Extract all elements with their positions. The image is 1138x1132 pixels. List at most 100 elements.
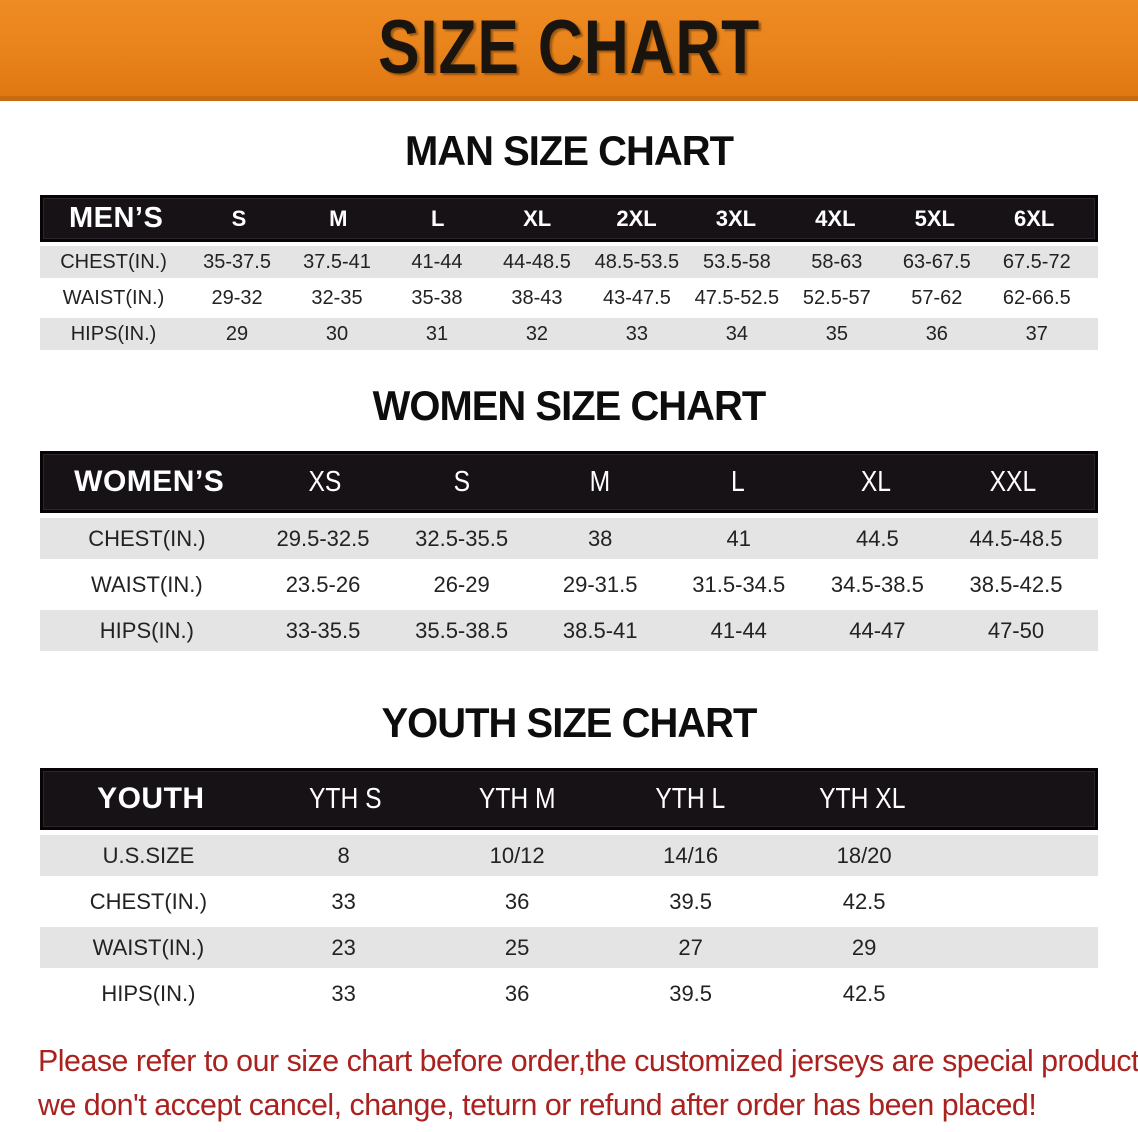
youth-table-title: YOUTH [97,782,205,815]
measure-row-label: WAIST(IN.) [62,286,165,309]
size-value-cell: 33 [625,322,649,345]
size-column-header: 3XL [715,205,757,231]
womens-size-table: WOMEN’S XS S M L XL XXL CHEST(IN.) 29.5-… [40,451,1098,651]
table-row-chest: CHEST(IN.) 35-37.5 37.5-41 41-44 44-48.5… [40,246,1098,278]
size-column-header: L [431,205,445,231]
size-value-cell: 31 [425,322,449,345]
man-size-chart-heading: MAN SIZE CHART [404,127,734,174]
size-value-cell: 14/16 [663,842,719,868]
size-value-cell: 25 [504,934,530,960]
size-value-cell: 67.5-72 [1002,250,1071,273]
mens-size-table: MEN’S S M L XL 2XL 3XL 4XL 5XL 6XL CHEST… [40,195,1098,350]
measure-row-label: WAIST(IN.) [92,934,205,960]
size-column-header: S [231,205,247,231]
table-row-waist: WAIST(IN.) 23.5-26 26-29 29-31.5 31.5-34… [40,564,1098,605]
notice-line-1: Please refer to our size chart before or… [38,1043,1138,1078]
size-value-cell: 37.5-41 [303,250,371,273]
measure-row-label: HIPS(IN.) [99,617,194,643]
size-value-cell: 26-29 [433,571,490,597]
measure-row-label: U.S.SIZE [102,842,195,868]
size-value-cell: 34.5-38.5 [830,571,924,597]
size-value-cell: 35.5-38.5 [415,617,509,643]
size-value-cell: 44-47 [849,617,906,643]
size-value-cell: 33-35.5 [285,617,361,643]
size-column-header: XL [860,465,891,498]
size-value-cell: 47.5-52.5 [694,286,780,309]
size-value-cell: 39.5 [669,888,713,914]
size-value-cell: 32.5-35.5 [415,525,509,551]
size-value-cell: 31.5-34.5 [692,571,786,597]
size-value-cell: 48.5-53.5 [594,250,680,273]
size-value-cell: 18/20 [836,842,892,868]
size-value-cell: 23.5-26 [285,571,361,597]
youth-size-table: YOUTH YTH S YTH M YTH L YTH XL U.S.SIZE … [40,768,1098,1014]
size-value-cell: 44.5 [855,525,899,551]
measure-row-label: CHEST(IN.) [88,525,206,551]
table-row-us-size: U.S.SIZE 8 10/12 14/16 18/20 [40,835,1098,876]
size-value-cell: 35-38 [411,286,463,309]
size-column-header: L [730,465,745,498]
youth-size-chart-heading: YOUTH SIZE CHART [381,699,758,746]
size-value-cell: 32 [525,322,549,345]
table-row-chest: CHEST(IN.) 33 36 39.5 42.5 [40,881,1098,922]
measure-row-label: CHEST(IN.) [60,250,167,273]
size-column-header: S [453,465,471,498]
size-value-cell: 29 [225,322,249,345]
size-value-cell: 42.5 [842,888,886,914]
banner: SIZE CHART [0,0,1138,101]
size-value-cell: 35-37.5 [203,250,271,273]
size-value-cell: 38.5-41 [562,617,638,643]
size-value-cell: 52.5-57 [802,286,871,309]
size-value-cell: 41 [726,525,752,551]
table-row-hips: HIPS(IN.) 33-35.5 35.5-38.5 38.5-41 41-4… [40,610,1098,651]
size-column-header: XXL [990,465,1037,498]
size-value-cell: 36 [504,980,530,1006]
size-value-cell: 42.5 [842,980,886,1006]
size-value-cell: 29-32 [211,286,263,309]
youth-table-header-row: YOUTH YTH S YTH M YTH L YTH XL [40,768,1098,830]
notice-line-2: we don't accept cancel, change, teturn o… [38,1087,1037,1122]
womens-table-header-row: WOMEN’S XS S M L XL XXL [40,451,1098,513]
womens-table-title: WOMEN’S [74,465,225,498]
size-column-header: YTH S [308,782,382,815]
size-column-header: M [589,465,611,498]
size-value-cell: 53.5-58 [702,250,771,273]
size-value-cell: 58-63 [811,250,863,273]
table-row-waist: WAIST(IN.) 23 25 27 29 [40,927,1098,968]
size-column-header: YTH XL [819,782,906,815]
size-column-header: 5XL [914,205,955,231]
size-value-cell: 34 [725,322,748,345]
size-value-cell: 8 [337,842,350,868]
size-column-header: YTH M [479,782,556,815]
table-row-hips: HIPS(IN.) 33 36 39.5 42.5 [40,973,1098,1014]
table-row-hips: HIPS(IN.) 29 30 31 32 33 34 35 36 37 [40,318,1098,350]
size-value-cell: 44.5-48.5 [969,525,1063,551]
mens-table-header-row: MEN’S S M L XL 2XL 3XL 4XL 5XL 6XL [40,195,1098,242]
measure-row-label: HIPS(IN.) [70,322,157,345]
size-value-cell: 33 [331,888,356,914]
banner-title: SIZE CHART [377,5,761,90]
mens-table-title: MEN’S [68,202,164,234]
size-column-header: 2XL [616,205,657,231]
measure-row-label: HIPS(IN.) [101,980,196,1006]
size-value-cell: 35 [825,322,848,345]
size-value-cell: 39.5 [669,980,713,1006]
size-column-header: 6XL [1013,205,1055,231]
size-value-cell: 29.5-32.5 [276,525,370,551]
size-value-cell: 38 [587,525,613,551]
size-value-cell: 43-47.5 [602,286,671,309]
size-value-cell: 32-35 [311,286,363,309]
measure-row-label: CHEST(IN.) [89,888,208,914]
size-column-header: M [329,205,348,231]
measure-row-label: WAIST(IN.) [91,571,203,597]
size-value-cell: 41-44 [411,250,463,273]
size-value-cell: 33 [331,980,356,1006]
size-value-cell: 47-50 [987,617,1045,643]
size-value-cell: 63-67.5 [902,250,971,273]
size-value-cell: 10/12 [489,842,545,868]
table-row-waist: WAIST(IN.) 29-32 32-35 35-38 38-43 43-47… [40,282,1098,314]
size-value-cell: 37 [1025,322,1048,345]
size-column-header: XL [523,205,552,231]
size-value-cell: 57-62 [911,286,963,309]
